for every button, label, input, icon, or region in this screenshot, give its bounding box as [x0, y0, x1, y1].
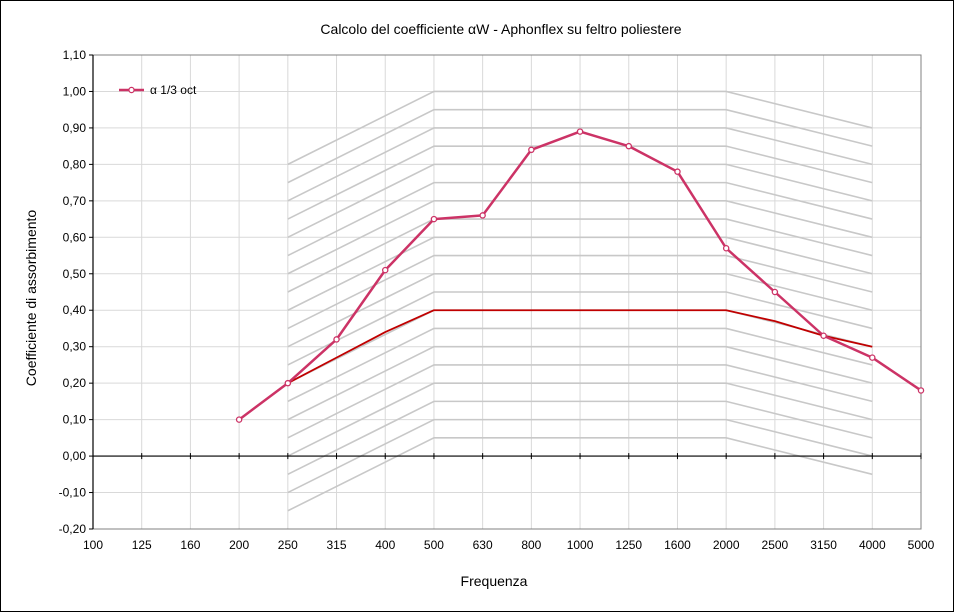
- reference-template-line: [287, 127, 873, 202]
- absorption-series: [235, 128, 925, 423]
- absorption-point: [235, 416, 243, 423]
- reference-template-line: [287, 382, 873, 457]
- y-axis-title: Coefficiente di assorbimento: [23, 210, 39, 387]
- x-axis-title: Frequenza: [461, 573, 528, 589]
- reference-template-line: [287, 400, 873, 476]
- reference-template-line: [287, 163, 873, 239]
- absorption-point: [820, 332, 827, 340]
- x-tick-label: 1250: [615, 538, 642, 552]
- chart-title: Calcolo del coefficiente αW - Aphonflex …: [320, 21, 681, 37]
- absorption-point: [381, 266, 389, 274]
- y-tick-label: 0,30: [63, 340, 87, 354]
- x-tick-label: 100: [83, 538, 103, 552]
- absorption-point: [576, 128, 584, 135]
- x-tick-label: 4000: [859, 538, 886, 552]
- y-tick-label: 0,70: [63, 194, 87, 208]
- x-tick-label: 1000: [567, 538, 594, 552]
- reference-curve-line: [287, 309, 873, 384]
- x-tick-labels: 100 125 160 200 250 315 400 500 630 800 1000 1250 16…: [83, 538, 935, 552]
- reference-curve-series: [287, 309, 873, 384]
- y-tick-label: 0,90: [63, 121, 87, 135]
- x-tick-label: 315: [327, 538, 347, 552]
- reference-curve-lines: [287, 90, 873, 512]
- reference-template-line: [287, 254, 873, 330]
- legend-marker-swatch: [128, 86, 135, 94]
- absorption-point: [771, 288, 779, 296]
- reference-template-line: [287, 145, 873, 220]
- x-tick-label: 630: [473, 538, 493, 552]
- x-tick-label: 500: [424, 538, 444, 552]
- reference-template-line: [287, 327, 873, 403]
- x-tick-label: 800: [521, 538, 541, 552]
- reference-template-line: [287, 345, 873, 421]
- reference-template-line: [287, 181, 873, 257]
- x-tick-label: 1600: [664, 538, 691, 552]
- absorption-point: [528, 146, 535, 154]
- y-tick-label: 0,00: [63, 449, 87, 463]
- absorption-point: [722, 244, 730, 252]
- y-tick-label: 0,40: [63, 303, 87, 317]
- y-tick-label: 0,50: [63, 267, 87, 281]
- axes: [89, 54, 922, 530]
- y-tick-label: -0,20: [59, 522, 87, 536]
- absorption-point: [869, 354, 876, 361]
- x-tick-label: 5000: [908, 538, 935, 552]
- absorption-point: [284, 379, 292, 387]
- reference-template-line: [287, 108, 873, 184]
- y-tick-label: 1,10: [63, 48, 87, 62]
- x-tick-label: 125: [132, 538, 152, 552]
- x-tick-label: 400: [375, 538, 395, 552]
- y-tick-label: 0,60: [63, 230, 87, 244]
- reference-template-line: [287, 236, 873, 311]
- y-tick-labels: -0,20 -0,10 0,00 0,10 0,20 0,30 0,40 0,50 0,60 0,…: [59, 48, 87, 536]
- x-tick-label: 2500: [762, 538, 789, 552]
- legend: α 1/3 oct: [119, 83, 197, 97]
- y-tick-label: 0,20: [63, 376, 87, 390]
- reference-template-line: [287, 200, 873, 275]
- reference-template-line: [287, 218, 873, 293]
- absorption-point: [674, 168, 681, 175]
- absorption-point: [479, 212, 486, 219]
- y-tick-label: 0,80: [63, 157, 87, 171]
- absorption-point: [333, 336, 340, 343]
- legend-label: α 1/3 oct: [150, 83, 197, 97]
- x-tick-label: 160: [180, 538, 200, 552]
- x-tick-label: 2000: [713, 538, 740, 552]
- y-tick-label: 1,00: [63, 84, 87, 98]
- absorption-point: [430, 215, 438, 223]
- y-tick-label: 0,10: [63, 413, 87, 427]
- x-tick-label: 3150: [810, 538, 837, 552]
- x-tick-label: 250: [278, 538, 298, 552]
- reference-template-line: [287, 291, 873, 366]
- x-tick-label: 200: [229, 538, 249, 552]
- absorption-point: [917, 387, 925, 394]
- reference-template-line: [287, 272, 873, 348]
- reference-template-line: [287, 364, 873, 439]
- absorption-point: [625, 142, 633, 150]
- y-tick-label: -0,10: [59, 486, 87, 500]
- reference-template-line: [287, 90, 873, 166]
